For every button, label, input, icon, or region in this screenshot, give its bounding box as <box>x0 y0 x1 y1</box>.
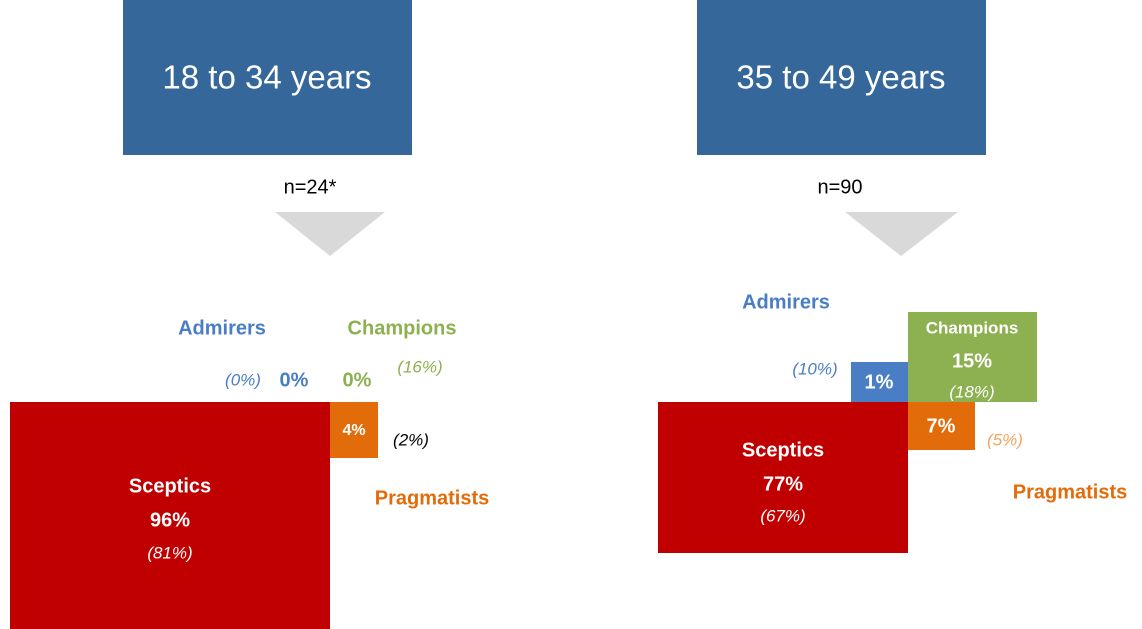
panel-title: 35 to 49 years <box>736 59 945 96</box>
champions-name: Champions <box>926 318 1019 337</box>
admirers-value: 1% <box>865 371 894 393</box>
title-box <box>123 0 412 155</box>
admirers-benchmark: (0%) <box>225 370 261 389</box>
champions-name: Champions <box>348 317 457 339</box>
pragmatists-benchmark: (2%) <box>393 430 429 449</box>
sceptics-value: 96% <box>150 509 190 531</box>
pragmatists-value: 7% <box>927 415 956 437</box>
champions-benchmark: (16%) <box>397 357 442 376</box>
pragmatists-name: Pragmatists <box>375 487 490 509</box>
pragmatists-box <box>908 402 975 450</box>
sceptics-benchmark: (81%) <box>147 543 192 562</box>
panel-title: 18 to 34 years <box>162 59 371 96</box>
title-box <box>697 0 986 155</box>
pragmatists-name: Pragmatists <box>1013 481 1128 503</box>
sceptics-name: Sceptics <box>742 439 824 461</box>
arrow <box>275 212 385 256</box>
sample-size: n=24* <box>284 176 337 198</box>
sceptics-name: Sceptics <box>129 475 211 497</box>
pragmatists-benchmark: (5%) <box>987 430 1023 449</box>
arrow <box>845 212 958 256</box>
sceptics-value: 77% <box>763 473 803 495</box>
sceptics-box <box>658 402 908 553</box>
sceptics-benchmark: (67%) <box>760 506 805 525</box>
champions-value: 15% <box>952 350 992 372</box>
panel: 18 to 34 years n=24* Admirers Champions … <box>10 0 489 629</box>
champions-value: 0% <box>343 369 372 391</box>
admirers-name: Admirers <box>178 317 266 339</box>
champions-benchmark: (18%) <box>949 382 994 401</box>
admirers-value: 0% <box>280 369 309 391</box>
champions-box <box>908 312 1037 402</box>
admirers-box <box>851 362 908 402</box>
pragmatists-box <box>330 402 378 458</box>
admirers-name: Admirers <box>742 291 830 313</box>
sceptics-box <box>10 402 330 629</box>
panel: 35 to 49 years n=90 Admirers (10%) 1% Ch… <box>658 0 1127 553</box>
sample-size: n=90 <box>817 176 862 198</box>
pragmatists-value: 4% <box>342 422 365 439</box>
admirers-benchmark: (10%) <box>792 359 837 378</box>
